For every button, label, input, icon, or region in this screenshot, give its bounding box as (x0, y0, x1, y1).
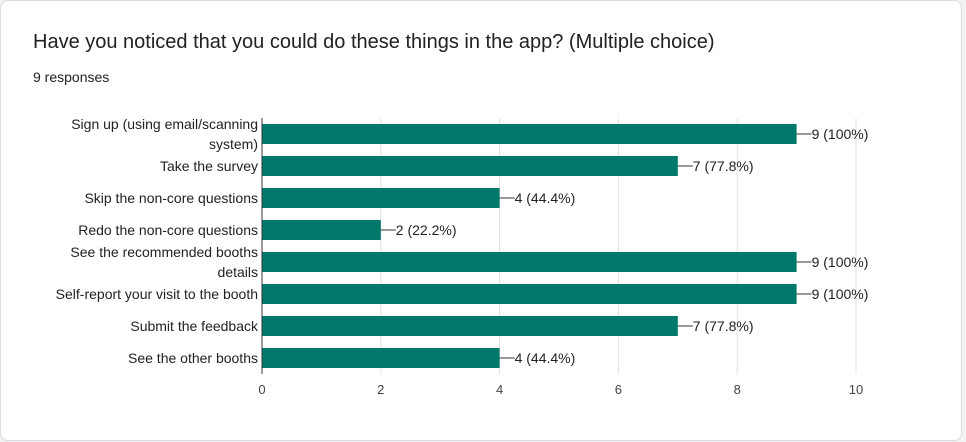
category-label: See the recommended booths (70, 244, 258, 260)
category-label: Skip the non-core questions (84, 190, 258, 206)
bar (262, 252, 797, 272)
bar (262, 220, 381, 240)
data-label: 9 (100%) (812, 126, 869, 142)
responses-count: 9 responses (33, 69, 110, 85)
data-label: 9 (100%) (812, 254, 869, 270)
category-label: See the other booths (128, 350, 258, 366)
bar (262, 284, 797, 304)
x-tick-label: 10 (849, 382, 863, 397)
data-label: 4 (44.4%) (515, 190, 576, 206)
bar (262, 348, 500, 368)
data-label: 4 (44.4%) (515, 350, 576, 366)
category-label: system) (209, 136, 258, 152)
bar (262, 188, 500, 208)
x-tick-label: 2 (377, 382, 384, 397)
data-label: 7 (77.8%) (693, 318, 754, 334)
category-label: Submit the feedback (130, 318, 259, 334)
category-label: Redo the non-core questions (78, 222, 258, 238)
bar (262, 124, 797, 144)
data-label: 7 (77.8%) (693, 158, 754, 174)
x-tick-label: 6 (615, 382, 622, 397)
category-label: Take the survey (160, 158, 258, 174)
bar (262, 316, 678, 336)
x-tick-label: 8 (734, 382, 741, 397)
chart-title: Have you noticed that you could do these… (33, 31, 715, 53)
data-label: 9 (100%) (812, 286, 869, 302)
category-label: Sign up (using email/scanning (71, 116, 258, 132)
category-label: Self-report your visit to the booth (56, 286, 258, 302)
x-tick-label: 0 (258, 382, 265, 397)
category-label: details (218, 264, 258, 280)
data-label: 2 (22.2%) (396, 222, 457, 238)
x-tick-label: 4 (496, 382, 503, 397)
bar (262, 156, 678, 176)
